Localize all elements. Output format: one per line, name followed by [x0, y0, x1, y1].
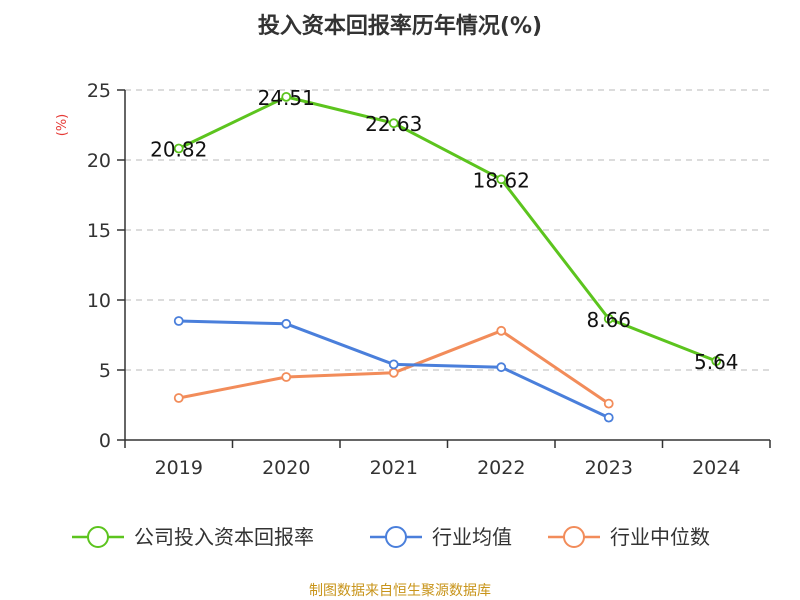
x-tick-label-2021: 2021	[370, 457, 418, 479]
legend-marker-2	[563, 526, 585, 548]
series-1-point-2023	[603, 412, 614, 423]
chart-title: 投入资本回报率历年情况(%)	[258, 13, 542, 39]
x-tick-label-2019: 2019	[155, 457, 203, 479]
legend-item-1[interactable]: 行业均值	[370, 525, 512, 549]
series-0-point-2020	[281, 91, 292, 102]
series-layer	[173, 91, 722, 423]
x-tick-label-2024: 2024	[692, 457, 740, 479]
legend-marker-0	[87, 526, 109, 548]
series-2	[173, 325, 614, 409]
source-note: 制图数据来自恒生聚源数据库	[309, 583, 491, 599]
series-0-point-2022	[496, 174, 507, 185]
data-label-2019: 20.82	[150, 138, 207, 162]
legend-item-2[interactable]: 行业中位数	[548, 525, 710, 549]
series-0-point-2024	[711, 356, 722, 366]
legend-label-0: 公司投入资本回报率	[134, 525, 314, 549]
series-1	[173, 316, 614, 423]
y-axis-unit: (%)	[55, 114, 70, 137]
y-tick-label-25: 25	[87, 80, 111, 102]
y-tick-label-20: 20	[87, 150, 111, 172]
data-label-2022: 18.62	[473, 168, 530, 192]
y-tick-label-15: 15	[87, 220, 111, 242]
series-1-point-2022	[496, 362, 507, 373]
data-labels: 20.82 24.51 22.63 18.62 8.66 5.64	[150, 86, 738, 374]
legend[interactable]: 公司投入资本回报率 行业均值 行业中位数	[72, 525, 710, 549]
axes: 0 5 10 15 20 25 2019 2020 2021 2022 2023 2024	[87, 80, 771, 479]
series-1-point-2019	[173, 316, 184, 326]
series-1-point-2021	[388, 359, 399, 370]
data-label-2024: 5.64	[694, 350, 739, 374]
series-0-point-2023	[603, 313, 614, 324]
series-2-point-2021	[388, 367, 399, 378]
y-tick-label-5: 5	[99, 360, 111, 382]
legend-marker-1	[385, 526, 407, 548]
data-label-2020: 24.51	[258, 86, 315, 110]
data-label-2021: 22.63	[365, 112, 422, 136]
legend-label-2: 行业中位数	[610, 525, 710, 549]
series-0	[173, 91, 722, 366]
legend-label-1: 行业均值	[432, 525, 512, 549]
series-2-point-2019	[173, 393, 184, 403]
series-1-point-2020	[281, 318, 292, 329]
legend-item-0[interactable]: 公司投入资本回报率	[72, 525, 314, 549]
y-tick-label-0: 0	[99, 430, 111, 452]
data-label-2023: 8.66	[586, 308, 631, 332]
grid-lines	[125, 89, 770, 371]
series-2-point-2023	[603, 398, 614, 409]
series-0-point-2021	[388, 118, 399, 129]
series-line-0	[178, 95, 717, 363]
x-tick-label-2022: 2022	[477, 457, 525, 479]
x-tick-label-2020: 2020	[262, 457, 310, 479]
series-2-point-2022	[496, 325, 507, 336]
series-2-point-2020	[281, 372, 292, 382]
x-tick-label-2023: 2023	[585, 457, 633, 479]
y-tick-label-10: 10	[87, 290, 111, 312]
series-0-point-2019	[173, 143, 184, 154]
